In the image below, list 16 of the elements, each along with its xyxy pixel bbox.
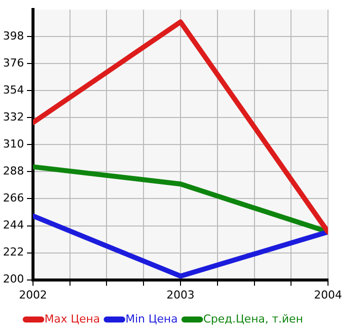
legend-label: Min Цена	[125, 312, 178, 326]
y-tick-label: 354	[2, 84, 24, 97]
y-tick-label: 222	[2, 246, 24, 259]
legend-label: Сред.Цена, т.йен	[203, 312, 304, 326]
y-tick-label: 398	[2, 29, 24, 42]
y-tick-label: 200	[2, 272, 24, 286]
y-tick-label: 332	[2, 110, 24, 124]
legend-label: Max Цена	[44, 312, 100, 326]
y-tick-label: 244	[2, 218, 24, 232]
y-tick-label: 310	[2, 138, 24, 151]
y-tick-label: 376	[2, 56, 24, 70]
x-tick-label: 2003	[166, 288, 194, 302]
y-tick-label: 288	[2, 164, 24, 178]
y-tick-label: 266	[2, 192, 24, 205]
x-tick-label: 2002	[18, 288, 47, 302]
x-tick-label: 2004	[314, 288, 342, 302]
